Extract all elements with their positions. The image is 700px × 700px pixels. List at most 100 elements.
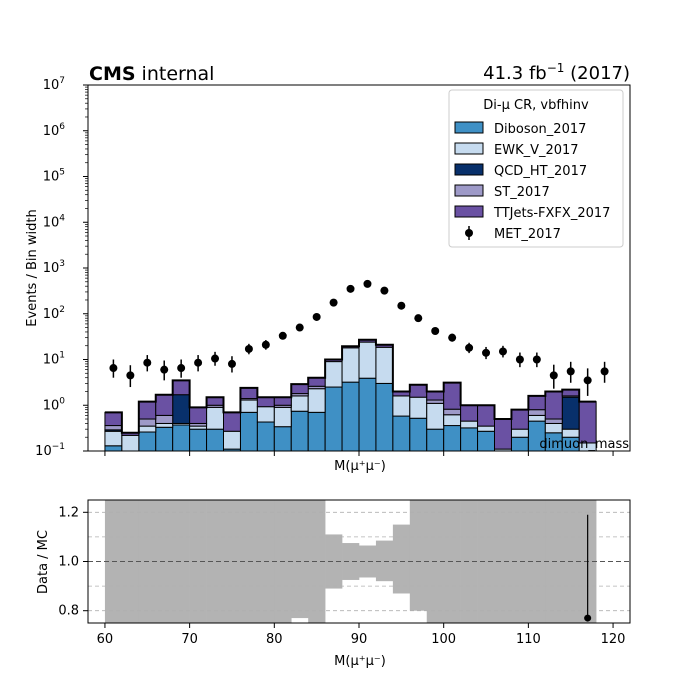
ratio-band-bin-16 [375, 540, 394, 582]
bar-TTJets-FXFX_2017-bin-12 [307, 377, 326, 387]
bar-EWK_V_2017-bin-1 [121, 434, 140, 452]
data-point-1 [126, 365, 135, 388]
bar-EWK_V_2017-bin-19 [426, 402, 445, 430]
data-point-2 [143, 355, 152, 372]
ratio-ytick-label: 0.8 [58, 604, 79, 619]
bar-TTJets-FXFX_2017-bin-7 [223, 411, 241, 432]
bar-EWK_V_2017-bin-8 [239, 399, 258, 413]
legend-label: ST_2017 [494, 185, 550, 200]
legend: Di-μ CR, vbfhinv Diboson_2017 EWK_V_2017 Q… [448, 89, 624, 248]
ratio-y-axis: 0.8 1.0 1.2 [58, 505, 88, 619]
data-point-25 [532, 352, 541, 368]
data-marker [414, 314, 423, 323]
data-marker [295, 323, 304, 332]
plot-annotation: dimuon_mass [539, 437, 629, 452]
ratio-band-bin-11 [291, 500, 309, 619]
bar-EWK_V_2017-bin-22 [477, 425, 495, 432]
bar-TTJets-FXFX_2017-bin-24 [510, 409, 529, 430]
ratio-xtick-label: 100 [431, 632, 456, 647]
bar-TTJets-FXFX_2017-bin-22 [477, 404, 495, 427]
bar-Diboson_2017-bin-4 [172, 424, 191, 452]
bar-TTJets-FXFX_2017-bin-3 [155, 394, 174, 416]
data-marker [431, 326, 440, 335]
data-point-16 [380, 286, 389, 295]
bar-TTJets-FXFX_2017-bin-4 [172, 379, 191, 396]
legend-label: Diboson_2017 [494, 122, 586, 137]
ratio-band-bin-14 [342, 543, 360, 580]
data-marker [346, 284, 355, 293]
bar-EWK_V_2017-bin-10 [273, 406, 292, 428]
bar-Diboson_2017-bin-15 [358, 377, 377, 452]
legend-entries: Diboson_2017 EWK_V_2017 QCD_HT_2017 ST_2017… [454, 121, 610, 242]
bar-TTJets-FXFX_2017-bin-11 [290, 383, 309, 395]
data-marker [329, 298, 338, 307]
data-point-26 [549, 364, 558, 389]
main-x-axis [104, 451, 614, 456]
ratio-ytick-label: 1.2 [58, 505, 79, 520]
bar-TTJets-FXFX_2017-bin-9 [256, 396, 275, 408]
bar-EWK_V_2017-bin-26 [544, 422, 563, 434]
data-point-19 [431, 326, 440, 335]
bar-ST_2017-bin-26 [544, 418, 563, 424]
legend-entry-TTJets-FXFX_2017: TTJets-FXFX_2017 [454, 205, 610, 221]
ratio-band-bin-13 [325, 534, 343, 589]
data-marker [211, 354, 220, 363]
data-marker [109, 364, 118, 373]
ratio-xtick-label: 60 [97, 632, 114, 647]
bar-TTJets-FXFX_2017-bin-0 [104, 411, 123, 427]
data-marker [532, 355, 541, 364]
data-marker [549, 371, 558, 380]
bar-EWK_V_2017-bin-25 [527, 414, 546, 422]
bar-TTJets-FXFX_2017-bin-21 [460, 404, 479, 422]
bar-EWK_V_2017-bin-0 [104, 430, 123, 447]
legend-entry-EWK_V_2017: EWK_V_2017 [454, 142, 579, 158]
bar-EWK_V_2017-bin-14 [341, 347, 360, 383]
legend-swatch [454, 163, 484, 176]
bar-Diboson_2017-bin-13 [324, 386, 343, 452]
legend-title: Di-μ CR, vbfhinv [483, 98, 589, 113]
bar-TTJets-FXFX_2017-bin-26 [544, 390, 563, 420]
ratio-xtick-label: 110 [516, 632, 541, 647]
bar-Diboson_2017-bin-21 [460, 427, 479, 452]
bar-Diboson_2017-bin-8 [239, 411, 258, 452]
data-marker [261, 340, 270, 349]
bar-EWK_V_2017-bin-9 [256, 406, 275, 423]
ratio-x-axis-label: M(μ⁺μ⁻) [334, 654, 386, 669]
data-point-24 [515, 352, 524, 368]
ratio-gridlines [88, 511, 630, 612]
bar-QCD_HT_2017-bin-4 [172, 394, 191, 424]
bar-EWK_V_2017-bin-12 [307, 388, 326, 413]
data-point-12 [312, 312, 321, 321]
data-marker [177, 364, 186, 373]
data-marker [194, 358, 203, 367]
mc-total-outline [104, 338, 597, 434]
bar-TTJets-FXFX_2017-bin-23 [494, 418, 512, 450]
legend-entry-QCD_HT_2017: QCD_HT_2017 [454, 163, 587, 179]
data-marker [227, 359, 236, 368]
data-point-4 [177, 359, 186, 378]
legend-entry-MET_2017: MET_2017 [465, 226, 561, 242]
data-point-28 [583, 368, 592, 396]
bar-Diboson_2017-bin-24 [510, 436, 529, 452]
data-marker [143, 358, 152, 367]
ratio-band-bin-22 [477, 500, 495, 623]
data-marker [244, 344, 253, 353]
legend-swatch [454, 184, 484, 197]
ratio-xtick-label: 70 [181, 632, 198, 647]
bar-TTJets-FXFX_2017-bin-25 [527, 395, 546, 411]
bar-TTJets-FXFX_2017-bin-10 [273, 396, 292, 406]
bar-Diboson_2017-bin-18 [409, 417, 428, 452]
bar-ST_2017-bin-20 [443, 408, 462, 416]
data-point-29 [600, 361, 609, 383]
data-point-10 [278, 331, 287, 340]
ratio-xtick-label: 90 [351, 632, 368, 647]
bar-Diboson_2017-bin-16 [375, 382, 394, 452]
bar-EWK_V_2017-bin-18 [409, 396, 428, 419]
data-marker [160, 365, 169, 374]
data-marker [278, 331, 287, 340]
data-point-6 [211, 351, 220, 366]
bar-EWK_V_2017-bin-21 [460, 420, 479, 429]
bar-Diboson_2017-bin-6 [206, 428, 224, 452]
legend-label: TTJets-FXFX_2017 [493, 206, 610, 221]
header-lumi: 41.3 fb−1 (2017) [483, 61, 630, 84]
